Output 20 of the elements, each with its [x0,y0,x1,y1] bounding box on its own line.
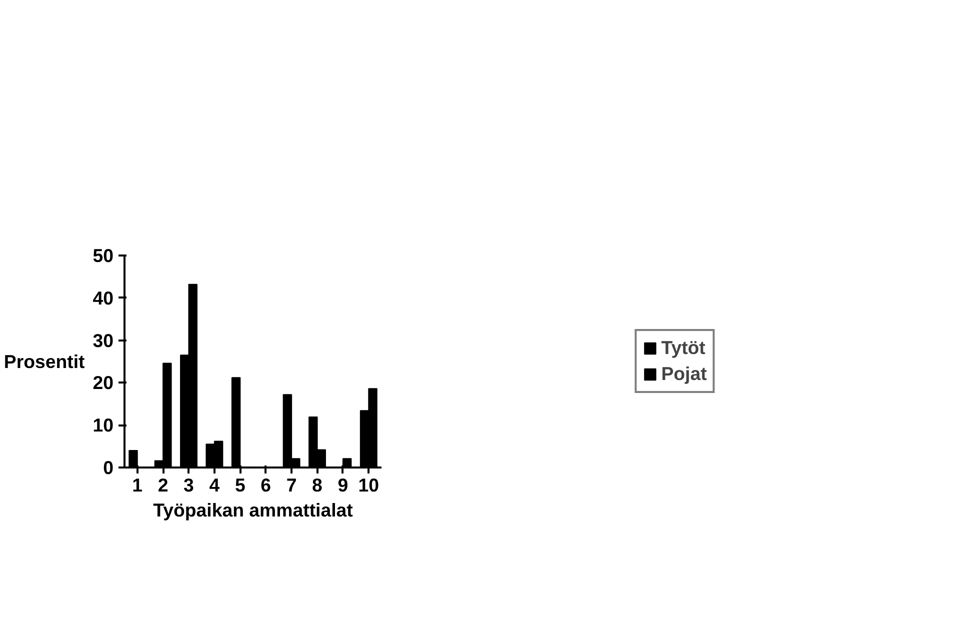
x-tick-label: 6 [260,474,272,496]
y-tick-label: 0 [103,457,114,478]
x-tick-label: 10 [358,474,380,496]
y-tick-label: 50 [92,245,114,266]
x-tick-label: 1 [132,474,143,496]
x-axis-title: Työpaikan ammattialat [153,500,353,520]
y-tick-label: 40 [92,287,114,308]
x-tick-label: 9 [338,474,348,496]
x-tick-label: 8 [312,474,322,496]
legend-label: Pojat [661,363,707,385]
legend-label: Tytöt [661,337,706,359]
y-axis-title: Prosentit [4,351,85,372]
y-tick-label: 30 [92,330,114,351]
x-tick-label: 2 [158,474,168,496]
x-tick-label: 5 [234,474,246,496]
y-tick-label: 20 [92,372,114,394]
y-tick-label: 10 [92,414,114,436]
x-tick-label: 4 [209,474,220,496]
x-tick-label: 7 [286,474,297,496]
x-tick-label: 3 [184,474,194,496]
